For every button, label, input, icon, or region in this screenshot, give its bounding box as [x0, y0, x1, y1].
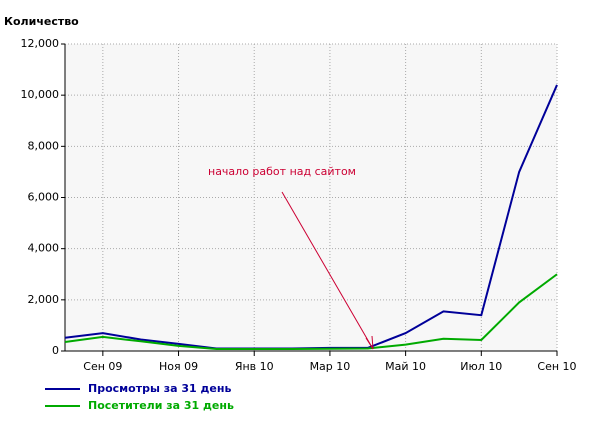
annotation-arrowhead [365, 335, 374, 350]
y-tick-label: 2,000 [28, 293, 60, 306]
y-tick-label: 10,000 [21, 88, 60, 101]
x-tick-label: Янв 10 [235, 360, 274, 373]
annotation-arrow [281, 191, 374, 350]
x-tick-label: Мар 10 [310, 360, 351, 373]
legend-label: Просмотры за 31 день [88, 382, 231, 395]
y-tick-label: 12,000 [21, 37, 60, 50]
y-tick-label: 6,000 [28, 191, 60, 204]
y-tick-label: 8,000 [28, 139, 60, 152]
series-line [64, 273, 558, 350]
x-tick-label: Май 10 [385, 360, 426, 373]
y-axis-title: Количество [4, 15, 79, 28]
x-tick-label: Сен 09 [83, 360, 122, 373]
x-tick-label: Ноя 09 [159, 360, 198, 373]
legend-label: Посетители за 31 день [88, 399, 234, 412]
x-tick-label: Сен 10 [537, 360, 576, 373]
y-tick-label: 4,000 [28, 242, 60, 255]
y-tick-label: 0 [52, 344, 59, 357]
annotation-text: начало работ над сайтом [208, 165, 356, 178]
x-tick-label: Июл 10 [460, 360, 502, 373]
